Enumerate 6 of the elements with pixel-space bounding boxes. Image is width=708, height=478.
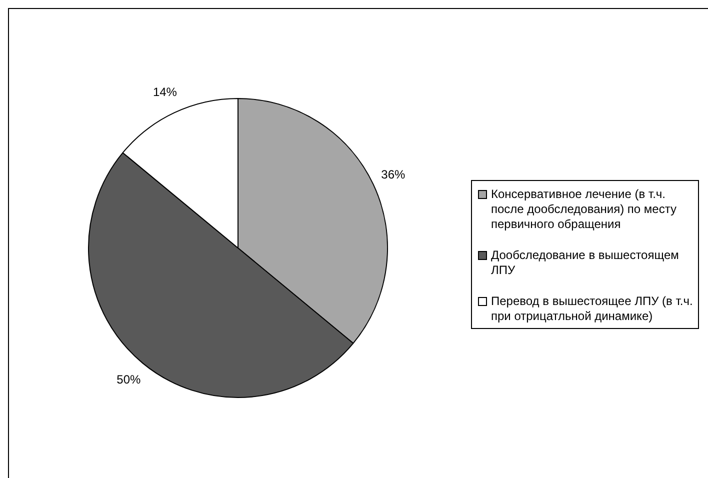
legend-label: Дообследование в вышестоящем ЛПУ (491, 248, 680, 278)
data-label: 14% (152, 85, 178, 100)
legend-label: Перевод в вышестоящее ЛПУ (в т.ч. при отрицатльной динамике) (491, 294, 694, 324)
data-label: 50% (116, 372, 142, 386)
legend-label: Консервативное лечение (в т.ч. после дообследования) по месту первичного обращения (491, 187, 678, 232)
data-label: 36% (381, 167, 406, 182)
